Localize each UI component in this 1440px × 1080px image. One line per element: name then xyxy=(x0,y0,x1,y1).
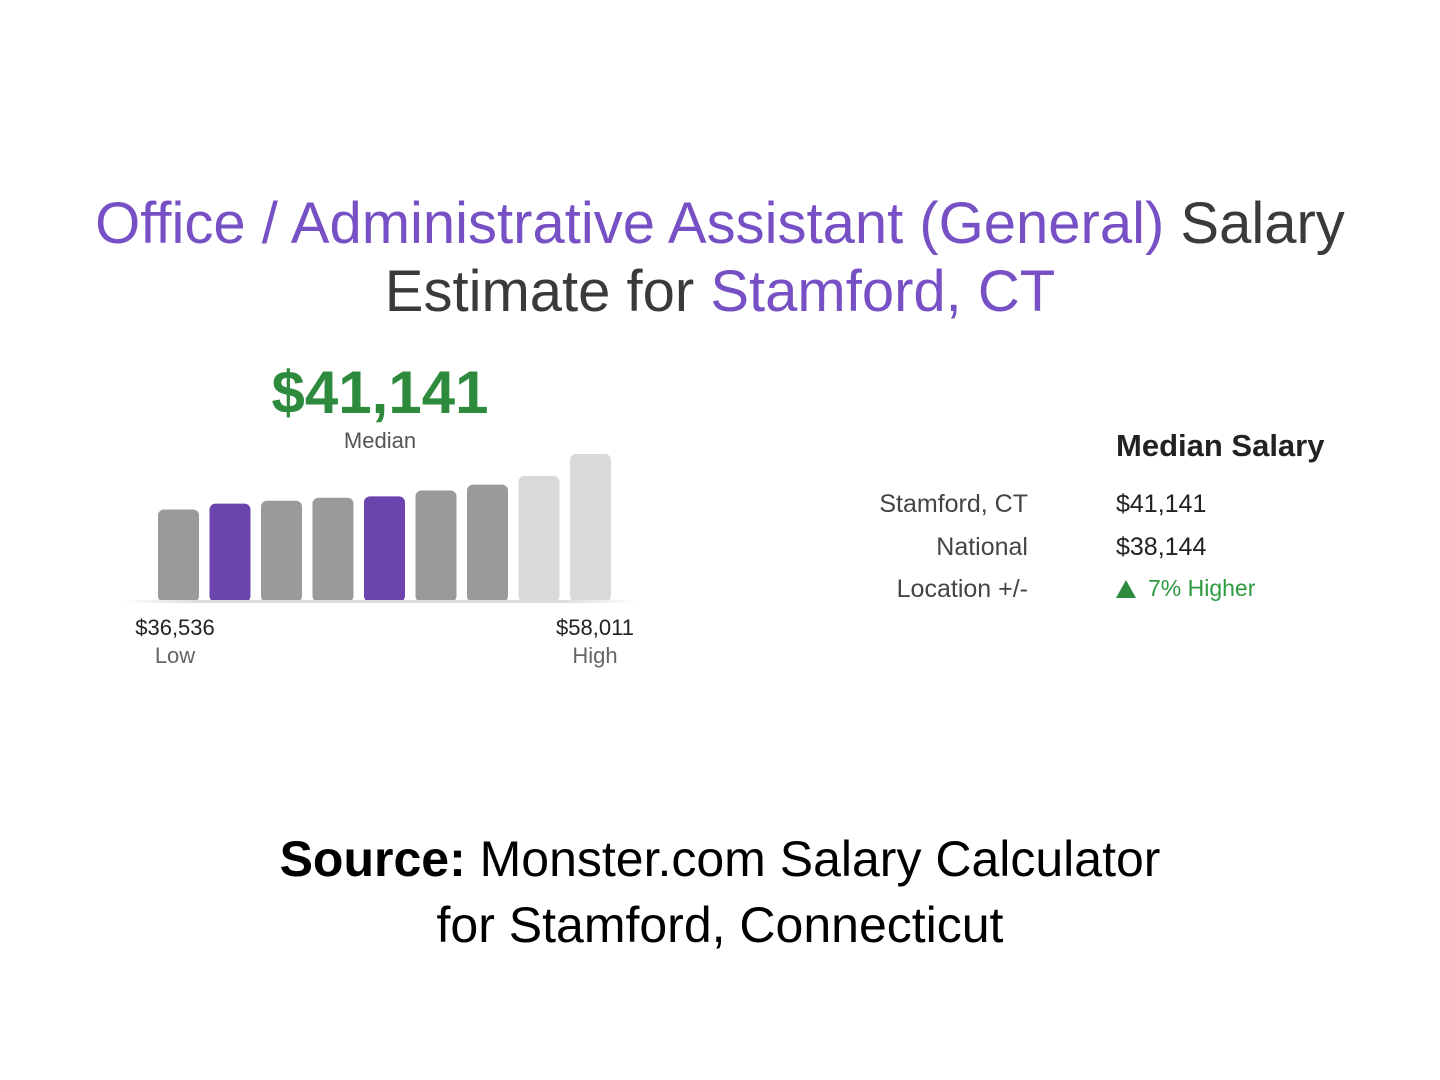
chart-baseline xyxy=(120,600,640,603)
row-label-local: Stamford, CT xyxy=(879,490,1028,518)
row-value-location-diff: 7% Higher xyxy=(1116,575,1255,602)
median-label: Median xyxy=(343,428,417,453)
location-diff-text: 7% Higher xyxy=(1148,575,1256,601)
title-salary-word: Salary xyxy=(1164,191,1345,256)
high-label-group: $58,011 High xyxy=(535,614,655,670)
low-label: Low xyxy=(154,643,196,668)
row-label-location-diff: Location +/- xyxy=(896,575,1028,603)
comparison-header: Median Salary xyxy=(1116,428,1325,463)
page-title-line-2: Estimate for Stamford, CT xyxy=(0,258,1440,326)
title-estimate-for: Estimate for xyxy=(384,259,711,324)
salary-bar-7 xyxy=(467,484,508,602)
source-caption: Source: Monster.com Salary Calculator fo… xyxy=(0,826,1440,958)
job-title: Office / Administrative Assistant (Gener… xyxy=(95,191,1165,256)
salary-bar-5 xyxy=(364,496,405,602)
salary-bar-6 xyxy=(415,490,457,602)
row-value-national: $38,144 xyxy=(1116,533,1207,561)
low-value: $36,536 xyxy=(135,615,215,640)
source-text: Monster.com Salary Calculator xyxy=(465,831,1161,887)
high-label: High xyxy=(572,643,618,668)
row-label-national: National xyxy=(936,533,1028,561)
low-label-group: $36,536 Low xyxy=(115,614,235,670)
salary-bar-9 xyxy=(570,454,611,602)
salary-bar-4 xyxy=(312,497,354,602)
page-title-line-1: Office / Administrative Assistant (Gener… xyxy=(0,190,1440,258)
source-line-2: for Stamford, Connecticut xyxy=(436,897,1004,953)
salary-bar-2 xyxy=(209,503,251,602)
salary-distribution-chart xyxy=(120,454,640,603)
high-value: $58,011 xyxy=(556,615,634,640)
source-bold-label: Source: xyxy=(279,831,466,887)
salary-bar-3 xyxy=(261,500,302,602)
median-value: $41,141 xyxy=(271,359,489,426)
salary-bar-8 xyxy=(518,475,560,602)
up-triangle-icon xyxy=(1116,580,1136,598)
title-location: Stamford, CT xyxy=(710,259,1056,324)
row-value-local: $41,141 xyxy=(1116,490,1207,518)
salary-bar-1 xyxy=(158,509,199,602)
